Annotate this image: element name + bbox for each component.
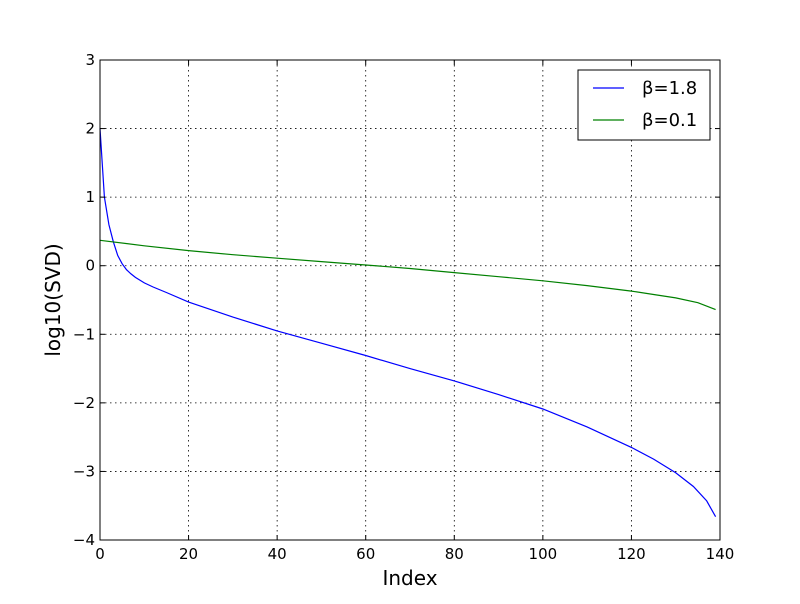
legend-label-2: β=0.1 xyxy=(642,110,697,131)
y-tick-label: −4 xyxy=(73,531,95,549)
series-line-1 xyxy=(99,128,717,517)
y-tick-label: 3 xyxy=(85,51,95,69)
legend: β=1.8 β=0.1 xyxy=(577,69,711,141)
series-line-2 xyxy=(99,239,716,311)
y-tick-label: −3 xyxy=(73,462,95,480)
y-tick-label: 1 xyxy=(85,188,95,206)
y-tick-label: 2 xyxy=(85,120,95,138)
legend-label-1: β=1.8 xyxy=(642,78,697,99)
grid xyxy=(99,59,721,541)
x-tick-label: 20 xyxy=(179,545,198,563)
y-tick-label: −1 xyxy=(73,325,95,343)
x-tick-label: 140 xyxy=(706,545,735,563)
x-tick-label: 120 xyxy=(617,545,646,563)
x-tick-label: 60 xyxy=(356,545,375,563)
series-layer xyxy=(99,128,717,517)
x-tick-label: 40 xyxy=(268,545,287,563)
x-tick-label: 0 xyxy=(95,545,105,563)
plot-frame xyxy=(99,59,721,541)
y-tick-label: −2 xyxy=(73,394,95,412)
x-tick-label: 100 xyxy=(529,545,558,563)
legend-box xyxy=(577,69,711,141)
x-axis-label: Index xyxy=(382,566,437,590)
ticks: 0 20 40 60 80 100 120 140 3 2 1 0 −1 −2 −3 −4 xyxy=(73,51,734,563)
y-tick-label: 0 xyxy=(85,257,95,275)
x-tick-label: 80 xyxy=(445,545,464,563)
y-axis-label: log10(SVD) xyxy=(41,243,65,356)
